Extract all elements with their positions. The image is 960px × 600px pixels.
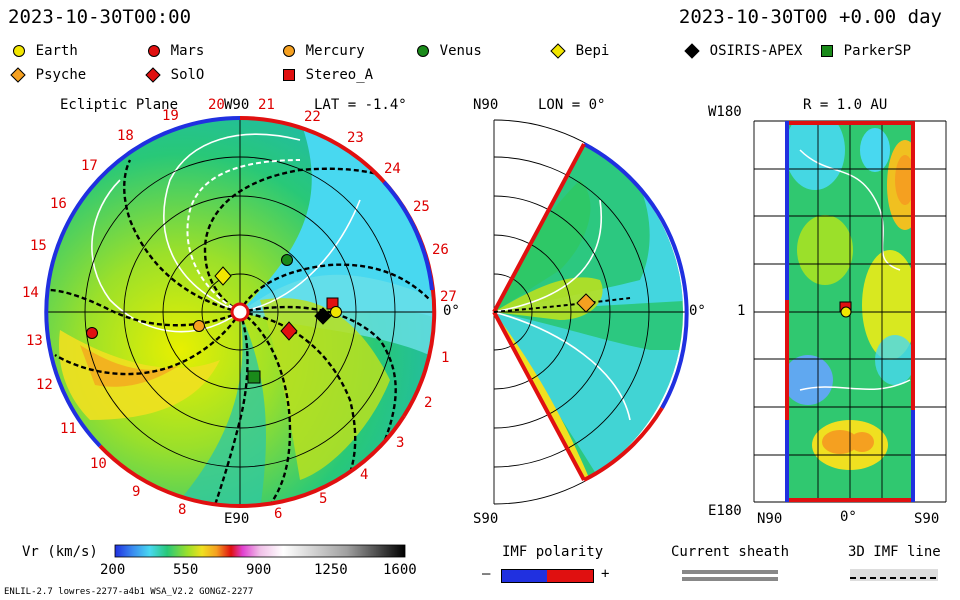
- mercury-marker-icon: [283, 44, 295, 57]
- rot-label: 5: [319, 491, 328, 507]
- rot-label: 12: [36, 377, 53, 393]
- model-info: ENLIL-2.7 lowres-2277-a4b1 WSA_V2.2 GONG…: [4, 587, 254, 597]
- rot-label: 25: [413, 199, 430, 215]
- colorbar-tick: 550: [173, 562, 199, 578]
- rot-label: 13: [26, 333, 43, 349]
- ecl-earth-marker: [330, 306, 342, 318]
- rot-label: 24: [384, 161, 401, 177]
- rot-label: 11: [60, 421, 77, 437]
- earth-marker-icon: [13, 44, 25, 57]
- rot-label: 10: [90, 456, 107, 472]
- rot-label: 6: [274, 506, 283, 522]
- current-sheath-line: [682, 577, 778, 581]
- ecl-bepi-marker: [214, 266, 232, 286]
- legend-item-mars: Mars: [147, 40, 204, 59]
- rot-label: 8: [178, 502, 187, 518]
- rot-label: 21: [258, 97, 275, 113]
- radial-x-right: S90: [914, 511, 940, 527]
- rot-label: 4: [360, 467, 369, 483]
- ecl-mars-marker: [86, 327, 98, 339]
- current-sheath-title: Current sheath: [671, 544, 790, 560]
- imf-polarity-title: IMF polarity: [502, 544, 604, 560]
- meridional-bottom-left: S90: [473, 511, 499, 527]
- legend-item-solo: SolO: [145, 64, 204, 83]
- rot-label: 2: [424, 395, 433, 411]
- time-right: 2023-10-30T00 +0.00 day: [678, 6, 942, 28]
- legend-item-earth: Earth: [12, 40, 78, 59]
- imf-positive-swatch: [547, 569, 594, 583]
- rot-label: 26: [432, 242, 449, 258]
- rot-label: 27: [440, 289, 457, 305]
- legend-item-parkersp: ParkerSP: [820, 40, 911, 59]
- bepi-marker-icon: [550, 42, 566, 59]
- psyche-marker-icon: [10, 66, 26, 83]
- rot-label: 22: [304, 109, 321, 125]
- rot-label: 20: [208, 97, 225, 113]
- ecl-mercury-marker: [193, 320, 205, 332]
- rot-label: 19: [162, 108, 179, 124]
- imf-line-swatch: [850, 569, 938, 581]
- ecl-solo-marker: [280, 321, 298, 341]
- legend-item-venus: Venus: [416, 40, 482, 59]
- solo-marker-icon: [145, 66, 161, 83]
- current-sheath-line: [682, 570, 778, 574]
- ecl-venus-marker: [281, 254, 293, 266]
- time-left: 2023-10-30T00:00: [8, 6, 192, 28]
- rot-label: 9: [132, 484, 141, 500]
- colorbar-tick: 900: [246, 562, 272, 578]
- colorbar-label: Vr (km/s): [22, 544, 98, 560]
- rot-label: 15: [30, 238, 47, 254]
- ecl-osiris-apex-marker: [314, 307, 332, 325]
- stereo-a-marker-icon: [283, 68, 295, 81]
- radial-top-left: W180: [708, 104, 742, 120]
- legend-item-psyche: Psyche: [10, 64, 86, 83]
- rot-label: 23: [347, 130, 364, 146]
- rot-label: 1: [441, 350, 450, 366]
- imf-polarity-minus: –: [482, 566, 491, 582]
- mer-bepi-marker: [576, 293, 596, 313]
- osiris-apex-marker-icon: [684, 42, 700, 59]
- ecliptic-right-label: 0°: [443, 303, 460, 319]
- rad-earth-marker: [840, 306, 852, 318]
- ecliptic-title: Ecliptic Plane: [60, 97, 179, 113]
- radial-x-mid: 0°: [840, 509, 857, 525]
- imf-negative-swatch: [501, 569, 548, 583]
- ecliptic-bottom-label: E90: [224, 511, 250, 527]
- ecliptic-top-label: W90: [224, 97, 250, 113]
- radial-bottom-left: E180: [708, 503, 742, 519]
- rot-label: 14: [22, 285, 39, 301]
- meridional-top-left: N90: [473, 97, 499, 113]
- radial-mid-left: 1: [737, 303, 746, 319]
- mars-marker-icon: [148, 44, 160, 57]
- radial-x-left: N90: [757, 511, 783, 527]
- parkersp-marker-icon: [821, 44, 833, 57]
- colorbar-tick: 1250: [314, 562, 348, 578]
- rot-label: 17: [81, 158, 98, 174]
- colorbar-tick: 200: [100, 562, 126, 578]
- legend-item-osiris-apex: OSIRIS-APEX: [684, 40, 802, 59]
- legend-item-bepi: Bepi: [550, 40, 609, 59]
- meridional-right-label: 0°: [689, 303, 706, 319]
- venus-marker-icon: [417, 44, 429, 57]
- imf-polarity-plus: +: [601, 566, 610, 582]
- rot-label: 18: [117, 128, 134, 144]
- radial-title: R = 1.0 AU: [803, 97, 888, 113]
- ecl-parkersp-marker: [247, 370, 261, 384]
- meridional-lon-label: LON = 0°: [538, 97, 606, 113]
- rot-label: 3: [396, 435, 405, 451]
- colorbar-tick: 1600: [383, 562, 417, 578]
- rot-label: 16: [50, 196, 67, 212]
- imf-line-title: 3D IMF line: [848, 544, 941, 560]
- legend-item-stereo-a: Stereo_A: [282, 64, 373, 83]
- legend-item-mercury: Mercury: [282, 40, 365, 59]
- ecliptic-lat-label: LAT = -1.4°: [314, 97, 407, 113]
